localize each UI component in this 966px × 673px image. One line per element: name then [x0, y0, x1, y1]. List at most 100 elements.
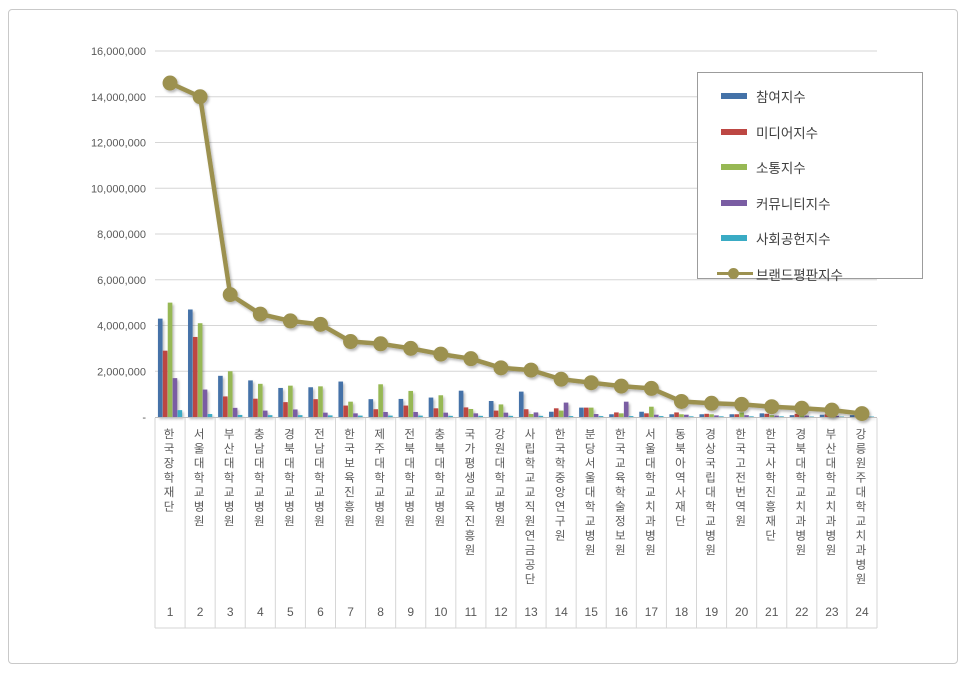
bar-참여지수	[428, 397, 434, 417]
bar-커뮤니티지수	[533, 412, 539, 417]
bar-커뮤니티지수	[232, 407, 238, 417]
bar-미디어지수	[734, 414, 740, 417]
legend-label-social-contribution: 사회공헌지수	[756, 232, 831, 247]
bar-참여지수	[549, 411, 554, 417]
bar-groups	[157, 302, 875, 418]
bar-커뮤니티지수	[172, 378, 178, 417]
bar-소통지수	[498, 404, 504, 417]
rank-label: 7	[347, 605, 354, 619]
bar-소통지수	[588, 407, 594, 417]
line-marker	[824, 402, 840, 418]
legend-item-social-contribution: 사회공헌지수	[721, 222, 922, 254]
rank-label: 13	[524, 605, 538, 619]
line-marker	[433, 346, 449, 362]
y-axis-tick-label: -	[142, 412, 146, 424]
bar-소통지수	[618, 413, 624, 417]
line-marker	[523, 362, 539, 378]
bar-참여지수	[849, 415, 855, 417]
rank-label: 19	[705, 605, 719, 619]
bar-소통지수	[649, 406, 654, 417]
bar-참여지수	[518, 391, 524, 417]
line-marker	[373, 336, 389, 352]
bar-커뮤니티지수	[744, 415, 749, 417]
bar-참여지수	[248, 380, 253, 417]
bar-미디어지수	[493, 410, 499, 417]
bar-커뮤니티지수	[623, 401, 629, 417]
bar-사회공헌지수	[508, 415, 514, 417]
bar-사회공헌지수	[719, 416, 724, 417]
rank-label: 4	[257, 605, 264, 619]
bar-소통지수	[408, 390, 414, 417]
line-marker	[734, 396, 750, 412]
rank-label: 2	[197, 605, 204, 619]
legend-item-media: 미디어지수	[721, 116, 922, 148]
bar-미디어지수	[674, 412, 679, 417]
bar-소통지수	[799, 415, 805, 417]
legend-swatch-community	[721, 199, 747, 206]
line-marker	[493, 360, 509, 376]
legend-item-participation: 참여지수	[721, 80, 922, 112]
rank-label: 5	[287, 605, 294, 619]
bar-소통지수	[378, 384, 383, 417]
line-marker	[613, 378, 629, 394]
category-label: 부산대학교병원	[222, 428, 235, 530]
bar-미디어지수	[433, 408, 439, 417]
bar-커뮤니티지수	[593, 414, 599, 417]
bar-참여지수	[188, 309, 193, 417]
legend-label-media: 미디어지수	[756, 125, 819, 141]
bar-소통지수	[769, 415, 775, 417]
bar-미디어지수	[343, 405, 348, 417]
bar-참여지수	[669, 414, 674, 417]
y-axis-tick-label: 14,000,000	[91, 92, 146, 104]
bar-커뮤니티지수	[443, 412, 448, 417]
bar-커뮤니티지수	[413, 411, 418, 417]
rank-label: 17	[645, 605, 659, 619]
category-label: 부산대학교치과병원	[823, 428, 836, 559]
line-marker	[192, 89, 208, 105]
rank-label: 24	[855, 605, 869, 619]
line-marker	[583, 375, 599, 391]
bar-참여지수	[729, 414, 735, 417]
bar-소통지수	[257, 383, 263, 417]
bar-참여지수	[338, 381, 344, 417]
category-label: 경북대학교병원	[282, 428, 295, 530]
bar-참여지수	[488, 400, 494, 417]
bar-사회공헌지수	[568, 416, 574, 417]
bar-소통지수	[528, 414, 534, 417]
rank-label: 6	[317, 605, 324, 619]
bar-참여지수	[308, 387, 313, 417]
bar-사회공헌지수	[658, 416, 664, 417]
y-axis-tick-label: 8,000,000	[97, 229, 146, 241]
y-axis-tick-label: 12,000,000	[91, 138, 146, 150]
rank-label: 11	[465, 605, 478, 619]
line-marker	[403, 340, 419, 356]
bar-참여지수	[759, 413, 765, 417]
bar-미디어지수	[523, 409, 529, 417]
bar-미디어지수	[553, 408, 559, 417]
bar-사회공헌지수	[267, 415, 273, 417]
line-marker	[854, 406, 870, 422]
y-axis-tick-label: 6,000,000	[97, 275, 146, 287]
bar-참여지수	[398, 398, 404, 417]
bar-소통지수	[739, 412, 744, 417]
bar-커뮤니티지수	[503, 412, 509, 417]
category-label: 한국보육진흥원	[342, 428, 355, 530]
rank-label: 8	[377, 605, 384, 619]
category-label: 한국학중앙연구원	[553, 428, 566, 544]
rank-label: 21	[765, 605, 779, 619]
category-label: 분당서울대학교병원	[583, 428, 596, 559]
y-axis-tick-label: 10,000,000	[91, 183, 146, 195]
category-label: 사립학교교직원연금공단	[523, 428, 536, 588]
bar-미디어지수	[614, 412, 619, 417]
rank-label: 1	[167, 605, 174, 619]
y-axis-tick-label: 16,000,000	[91, 46, 146, 58]
legend-item-brand-reputation: 브랜드평판지수	[717, 258, 922, 290]
bar-커뮤니티지수	[353, 413, 358, 417]
bar-사회공헌지수	[779, 416, 784, 417]
line-marker	[252, 306, 268, 322]
bar-사회공헌지수	[869, 416, 875, 418]
y-axis-tick-label: 4,000,000	[97, 321, 146, 333]
rank-label: 14	[554, 605, 568, 619]
bar-소통지수	[348, 401, 353, 417]
bar-사회공헌지수	[839, 416, 844, 418]
